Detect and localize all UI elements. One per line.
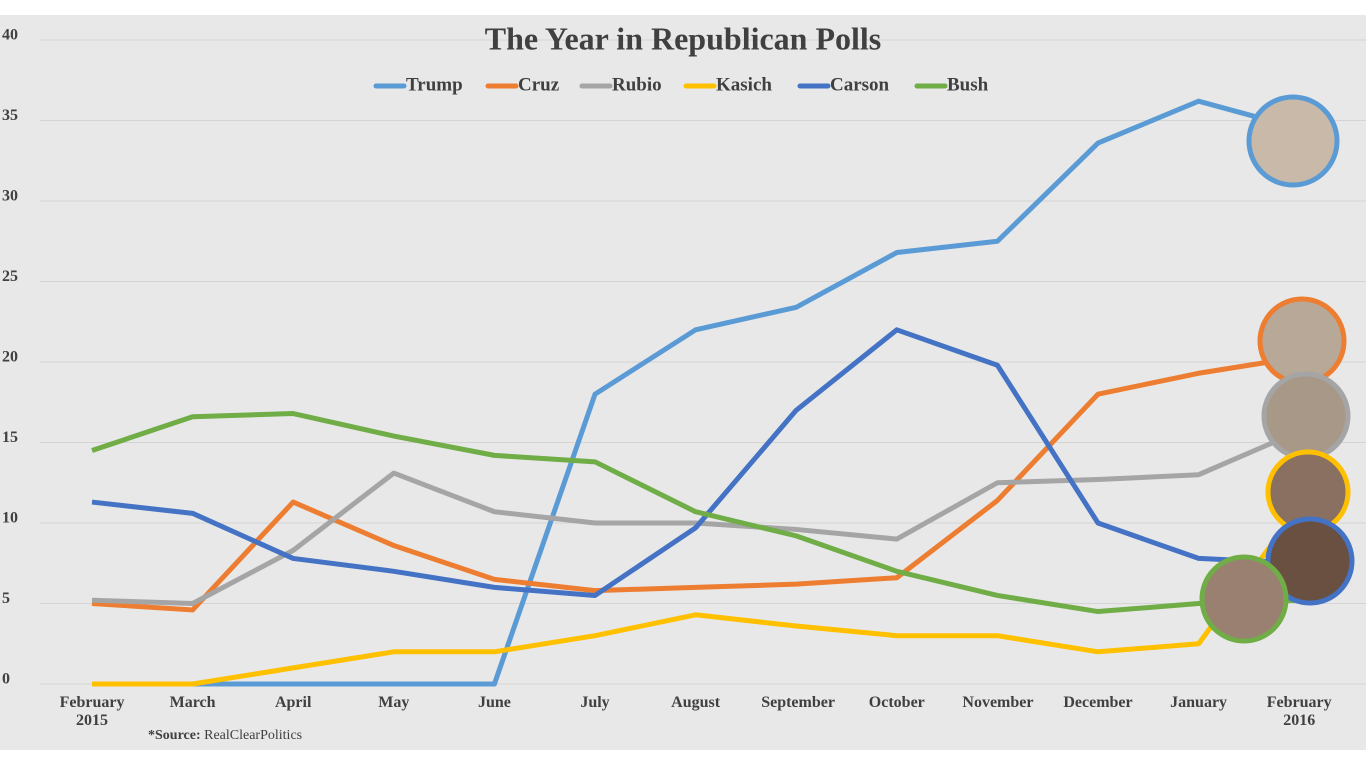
- x-tick-label: May: [349, 694, 439, 712]
- legend-label: Trump: [406, 74, 463, 95]
- x-tick-label: December: [1053, 694, 1143, 712]
- x-tick-text: October: [868, 694, 925, 711]
- source: *Source: RealClearPolitics: [148, 728, 302, 743]
- x-tick-text: January: [1170, 694, 1228, 711]
- x-tick-label: August: [651, 694, 741, 712]
- legend: Trump Cruz Rubio Kasich Carson Bush: [373, 74, 989, 95]
- series-line: [92, 98, 1300, 687]
- x-tick-text: April: [274, 694, 312, 711]
- series-line: [91, 428, 1301, 606]
- series-line: [92, 505, 1302, 687]
- legend-label: Carson: [830, 74, 890, 95]
- source-text: RealClearPolitics: [204, 728, 302, 743]
- series-line: [91, 411, 1300, 615]
- trump-photo: [1246, 94, 1340, 188]
- x-tick-text: November: [962, 694, 1034, 711]
- y-tick-label: 5: [2, 590, 10, 607]
- x-tick-text: March: [169, 694, 216, 711]
- legend-label: Cruz: [518, 74, 560, 95]
- rubio-photo: [1261, 371, 1351, 461]
- y-tick-label: 35: [2, 107, 18, 124]
- x-tick-label: July: [550, 694, 640, 712]
- series-line: [91, 327, 1300, 598]
- x-tick-label: June: [449, 694, 539, 712]
- plot-background: [0, 15, 1366, 750]
- x-tick-label: February 2016: [1254, 694, 1344, 730]
- x-tick-label: April: [248, 694, 338, 712]
- y-tick-label: 25: [2, 268, 18, 285]
- x-tick-label: November: [952, 694, 1042, 712]
- y-tick-label: 10: [2, 510, 18, 527]
- x-tick-text: February 2015: [59, 694, 125, 729]
- x-tick-text: May: [378, 694, 410, 711]
- legend-label: Kasich: [716, 74, 772, 95]
- x-tick-text: December: [1063, 694, 1133, 711]
- y-tick-label: 15: [2, 429, 18, 446]
- x-tick-text: August: [671, 694, 721, 711]
- legend-label: Bush: [947, 74, 989, 95]
- bush-photo: [1199, 554, 1289, 644]
- x-tick-label: January: [1154, 694, 1244, 712]
- lines: [91, 98, 1302, 687]
- x-tick-label: October: [852, 694, 942, 712]
- chart-title: The Year in Republican Polls: [485, 20, 882, 56]
- x-tick-text: September: [761, 694, 835, 711]
- grid: 0 5 10 15 20 25 30 35 40: [2, 27, 1366, 688]
- y-tick-label: 30: [2, 188, 18, 205]
- x-tick-label: February 2015: [47, 694, 137, 730]
- cruz-photo: [1257, 296, 1347, 386]
- source-label: *Source:: [148, 728, 201, 743]
- y-tick-label: 40: [2, 27, 18, 44]
- series-line: [91, 354, 1300, 613]
- x-tick-text: July: [580, 694, 610, 711]
- y-tick-label: 20: [2, 349, 18, 366]
- y-tick-label: 0: [2, 671, 10, 688]
- candidate-photos: [1199, 94, 1355, 644]
- x-tick-text: June: [477, 694, 511, 711]
- x-tick-label: September: [751, 694, 841, 712]
- x-tick-label: March: [148, 694, 238, 712]
- carson-photo: [1265, 516, 1355, 606]
- x-tick-text: February 2016: [1266, 694, 1332, 729]
- legend-label: Rubio: [612, 74, 662, 95]
